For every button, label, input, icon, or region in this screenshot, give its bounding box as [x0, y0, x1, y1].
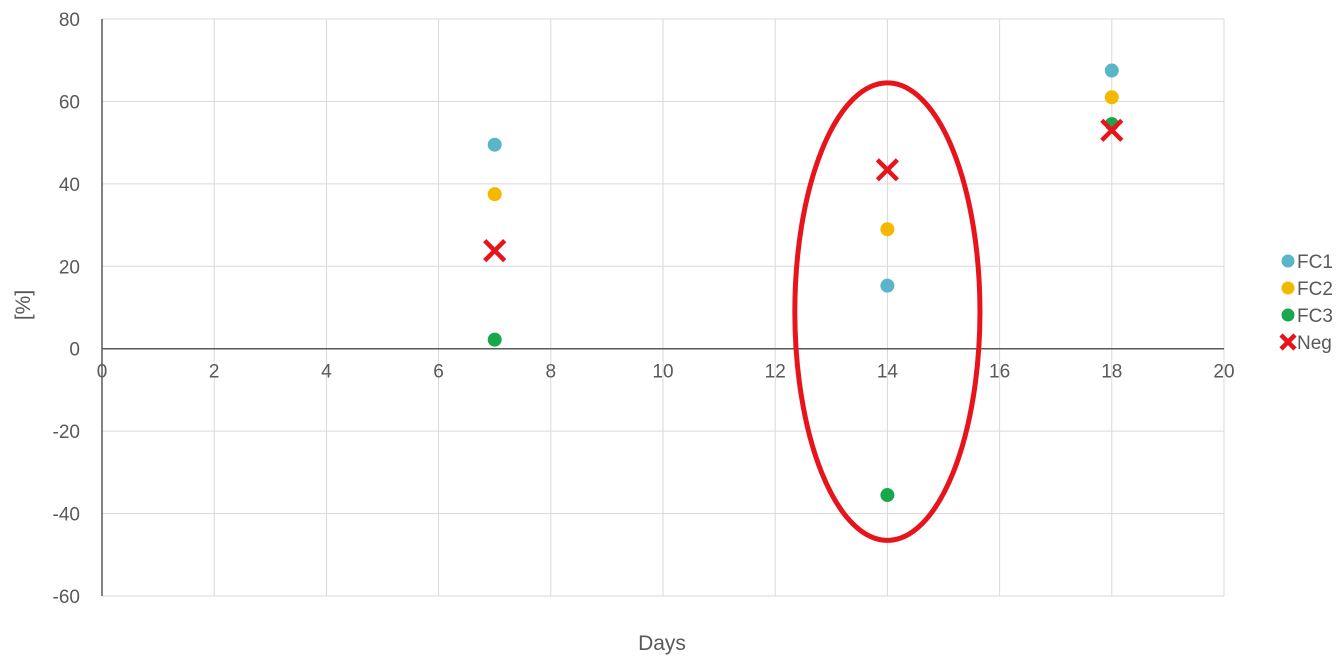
legend-label-fc1: FC1	[1297, 252, 1333, 273]
legend-marker-neg	[1279, 333, 1297, 351]
legend-marker-fc1	[1281, 254, 1295, 268]
legend: FC1 FC2 FC3 Neg	[1279, 252, 1333, 354]
fc1-point	[880, 278, 895, 293]
x-tick-label: 0	[97, 362, 108, 383]
fc3-point	[880, 488, 895, 503]
x-tick-label: 10	[652, 362, 673, 383]
x-tick-label: 14	[877, 362, 899, 383]
y-tick-label: -20	[53, 422, 80, 443]
x-tick-label: 8	[546, 362, 557, 383]
annotations	[792, 80, 983, 543]
axes	[101, 19, 1224, 596]
x-tick-label: 6	[433, 362, 444, 383]
x-tick-label: 16	[989, 362, 1010, 383]
y-tick-label: 0	[69, 340, 80, 361]
data-points	[483, 63, 1124, 503]
x-tick-label: 2	[209, 362, 220, 383]
fc2-point	[880, 222, 895, 237]
fc1-point	[1104, 63, 1119, 78]
legend-marker-fc3	[1281, 308, 1295, 322]
legend-label-neg: Neg	[1297, 333, 1332, 354]
legend-label-fc2: FC2	[1297, 279, 1333, 300]
fc1-point	[487, 137, 502, 152]
neg-point	[875, 158, 899, 182]
y-tick-label: 40	[59, 175, 80, 196]
y-axis-title: [%]	[12, 290, 35, 320]
x-tick-label: 18	[1101, 362, 1122, 383]
y-tick-labels: -60 -40 -20 0 20 40 60 80	[53, 10, 80, 608]
neg-point	[483, 239, 507, 263]
fc3-point	[487, 332, 502, 347]
legend-label-fc3: FC3	[1297, 306, 1333, 327]
y-tick-label: 20	[59, 257, 80, 278]
y-tick-label: -60	[53, 587, 80, 608]
y-tick-label: 80	[59, 10, 80, 31]
neg-point	[1100, 118, 1124, 142]
x-tick-label: 4	[321, 362, 332, 383]
fc2-point	[487, 187, 502, 202]
grid-lines	[102, 18, 1225, 597]
y-tick-label: 60	[59, 92, 80, 113]
x-tick-label: 20	[1213, 362, 1234, 383]
highlight-ellipse	[792, 80, 983, 543]
x-axis-title: Days	[638, 632, 686, 655]
legend-marker-fc2	[1281, 281, 1295, 295]
y-tick-label: -40	[53, 505, 80, 526]
x-tick-label: 12	[765, 362, 786, 383]
x-tick-labels: 0 2 4 6 8 10 12 14 16 18 20	[97, 362, 1235, 383]
fc2-point	[1104, 90, 1119, 105]
